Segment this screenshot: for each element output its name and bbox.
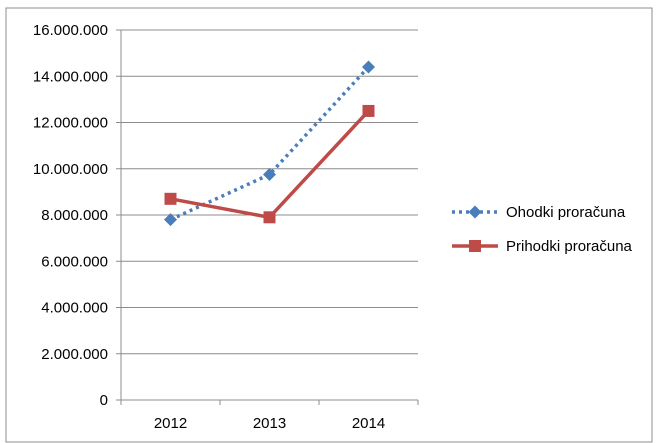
data-point-prihodki [263, 211, 276, 224]
y-tick-label: 2.000.000 [41, 346, 108, 363]
x-tick-label: 2014 [352, 415, 385, 432]
y-tick-label: 0 [100, 392, 108, 409]
legend-marker-ohodki [468, 205, 482, 219]
x-tick-label: 2012 [154, 415, 187, 432]
y-tick-label: 8.000.000 [41, 207, 108, 224]
data-point-prihodki [362, 104, 375, 117]
data-point-ohodki [164, 213, 177, 227]
y-tick-label: 14.000.000 [33, 68, 108, 85]
chart-area-border [5, 7, 653, 443]
y-tick-label: 4.000.000 [41, 300, 108, 317]
y-tick-label: 16.000.000 [33, 22, 108, 39]
data-point-ohodki [362, 60, 375, 74]
y-tick-label: 12.000.000 [33, 115, 108, 132]
data-point-prihodki [164, 192, 177, 205]
legend-marker-prihodki [469, 240, 481, 252]
y-tick-label: 6.000.000 [41, 253, 108, 270]
legend-label-ohodki: Ohodki proračuna [506, 204, 626, 221]
data-point-ohodki [263, 168, 276, 182]
legend-label-prihodki: Prihodki proračuna [506, 238, 633, 255]
y-tick-label: 10.000.000 [33, 161, 108, 178]
x-tick-label: 2013 [253, 415, 286, 432]
